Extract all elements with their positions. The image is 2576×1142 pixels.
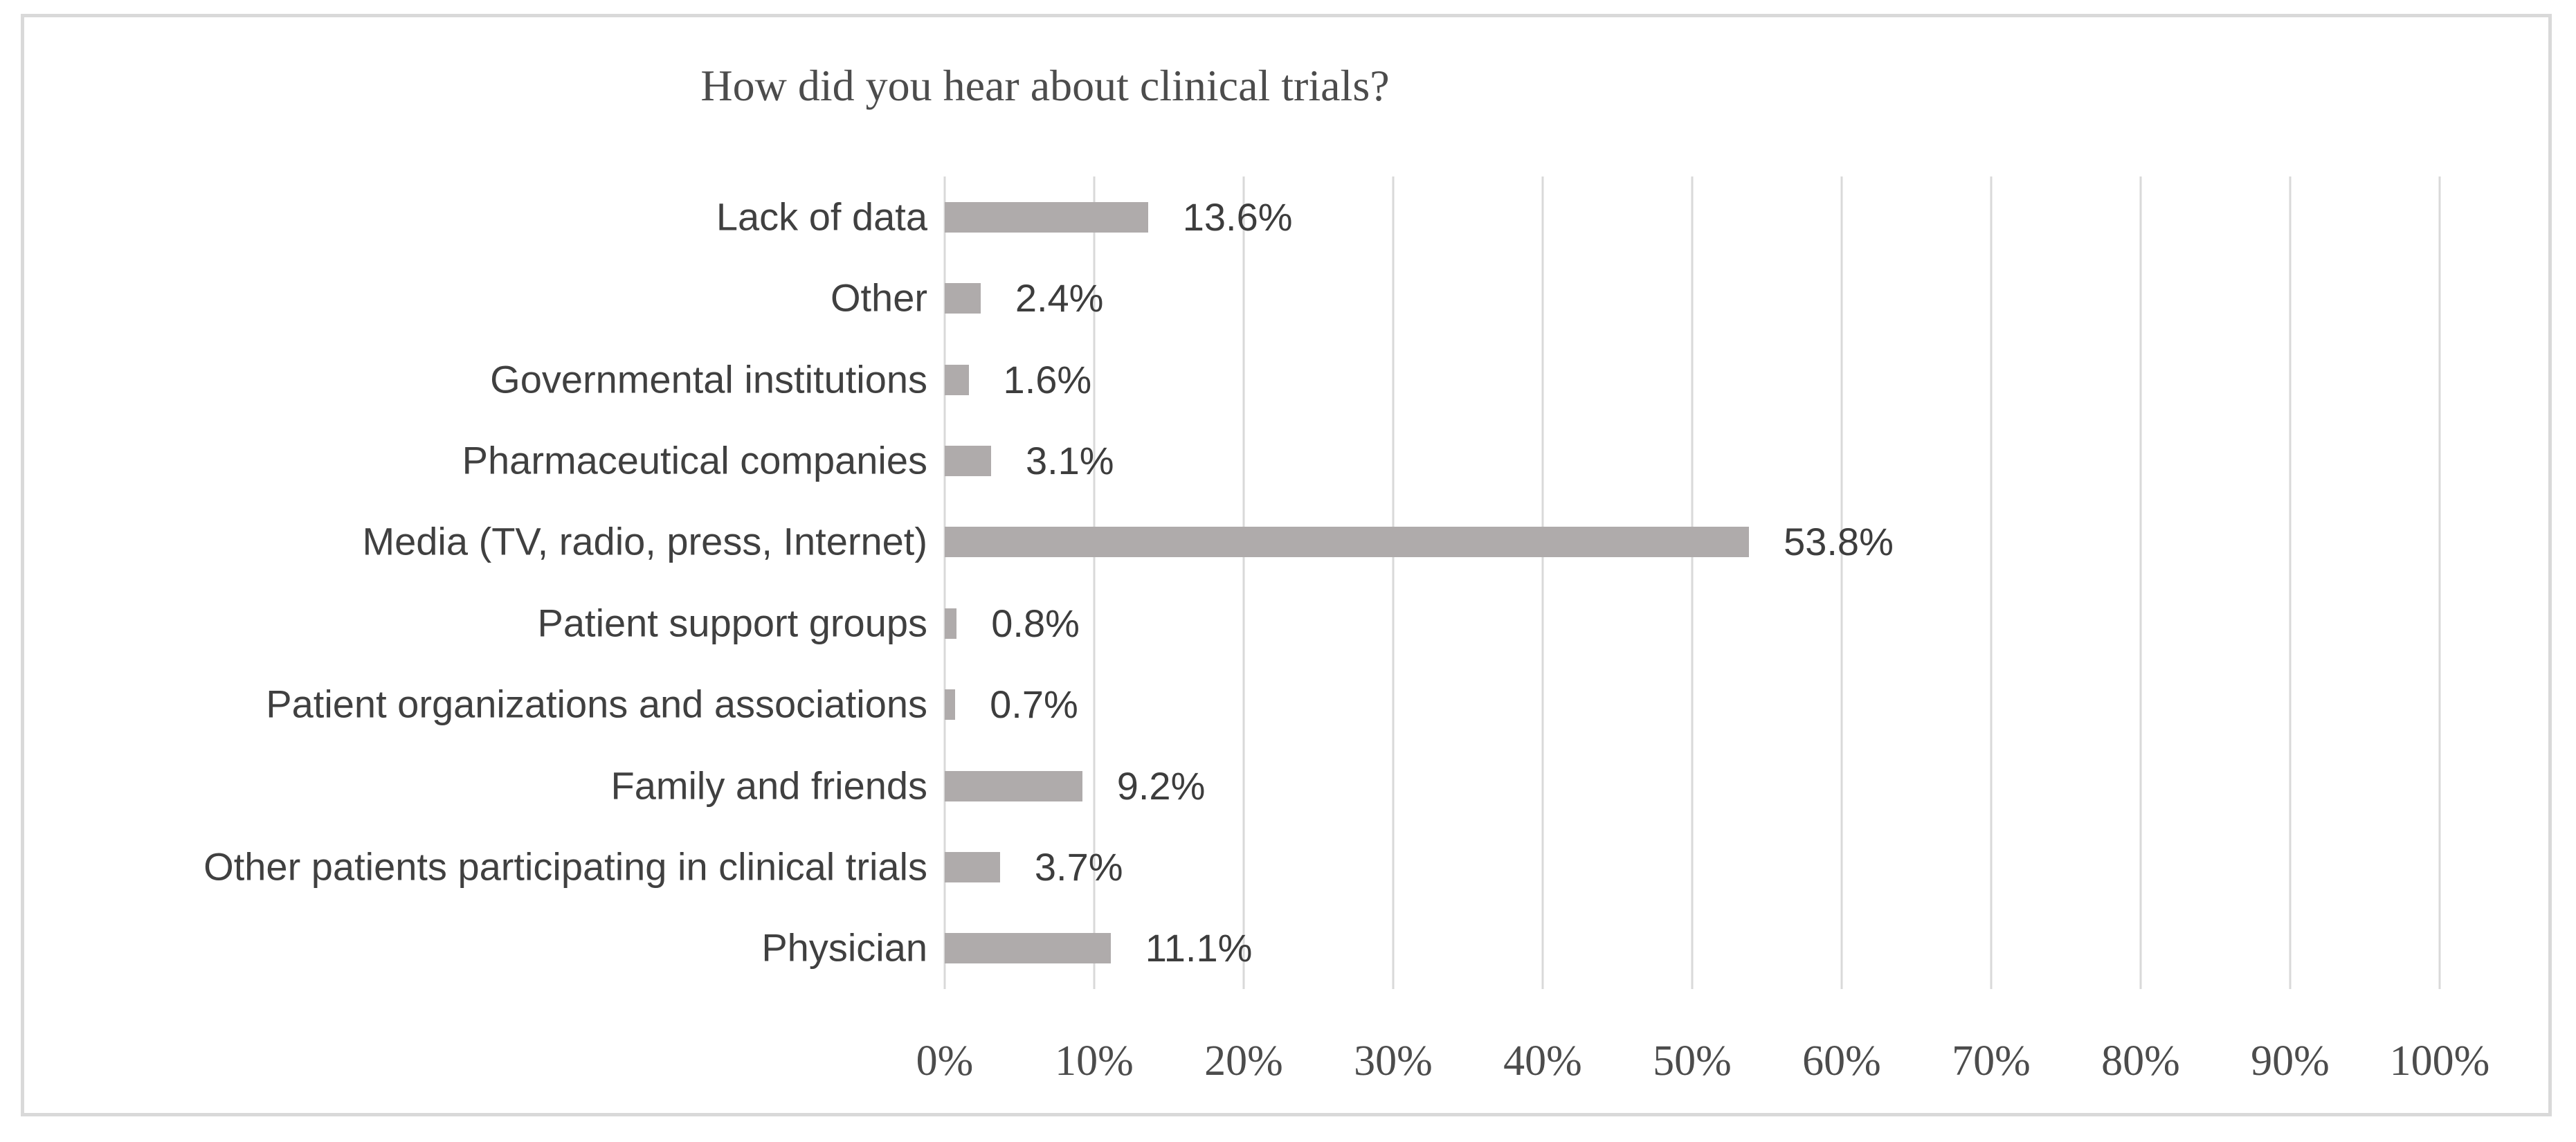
category-label: Patient support groups [537, 601, 927, 645]
bar [945, 201, 1148, 233]
gridline [1093, 176, 1096, 989]
plot-area: 13.6% 2.4% 1.6% 3.1% 53.8% 0.8% 0.7% 9.2% 3.7% 11… [943, 176, 2441, 989]
bar-value-label: 0.8% [991, 601, 1080, 645]
bar [945, 364, 969, 395]
category-label: Governmental institutions [490, 357, 927, 401]
gridline [1691, 176, 1694, 989]
gridline [1242, 176, 1245, 989]
bar [945, 851, 1000, 882]
chart-title: How did you hear about clinical trials? [700, 61, 1390, 110]
bar-value-label: 3.1% [1025, 438, 1114, 482]
gridline [2438, 176, 2441, 989]
category-label: Physician [761, 925, 927, 970]
bar [945, 933, 1111, 964]
category-label: Family and friends [610, 763, 927, 808]
bar-value-label: 3.7% [1034, 844, 1123, 889]
bar [945, 608, 957, 639]
x-axis-tick-label: 50% [1653, 1037, 1732, 1085]
gridline [1990, 176, 1993, 989]
bar-value-label: 9.2% [1116, 763, 1206, 808]
bar-value-label: 53.8% [1784, 520, 1894, 564]
bar-value-label: 1.6% [1003, 357, 1092, 401]
x-axis-tick-label: 100% [2389, 1037, 2490, 1085]
x-axis-tick-label: 40% [1503, 1037, 1582, 1085]
gridline [2139, 176, 2142, 989]
category-label: Patient organizations and associations [266, 682, 927, 726]
x-axis-tick-label: 10% [1055, 1037, 1134, 1085]
category-label: Lack of data [716, 194, 927, 239]
bar-value-label: 2.4% [1015, 276, 1104, 320]
x-axis-tick-label: 60% [1802, 1037, 1881, 1085]
bar [945, 527, 1750, 558]
category-label: Other [830, 275, 927, 320]
chart-frame: How did you hear about clinical trials? … [21, 14, 2552, 1116]
bar [945, 770, 1082, 801]
gridline [2289, 176, 2292, 989]
x-axis-tick-label: 90% [2251, 1037, 2330, 1085]
gridline [1392, 176, 1395, 989]
x-axis-tick-label: 30% [1354, 1037, 1433, 1085]
gridline [1840, 176, 1843, 989]
bar-value-label: 13.6% [1182, 194, 1293, 239]
bar [945, 445, 991, 476]
bar-value-label: 11.1% [1145, 926, 1253, 970]
gridline [943, 176, 946, 989]
bar [945, 689, 956, 720]
x-axis-tick-label: 0% [916, 1037, 974, 1085]
x-axis-tick-label: 20% [1204, 1037, 1283, 1085]
bar [945, 283, 981, 314]
category-label: Pharmaceutical companies [462, 438, 927, 482]
bar-value-label: 0.7% [990, 682, 1078, 727]
x-axis-tick-label: 80% [2101, 1037, 2180, 1085]
category-label: Media (TV, radio, press, Internet) [362, 519, 927, 563]
x-axis-tick-label: 70% [1952, 1037, 2031, 1085]
gridline [1541, 176, 1544, 989]
category-label: Other patients participating in clinical… [203, 844, 927, 889]
